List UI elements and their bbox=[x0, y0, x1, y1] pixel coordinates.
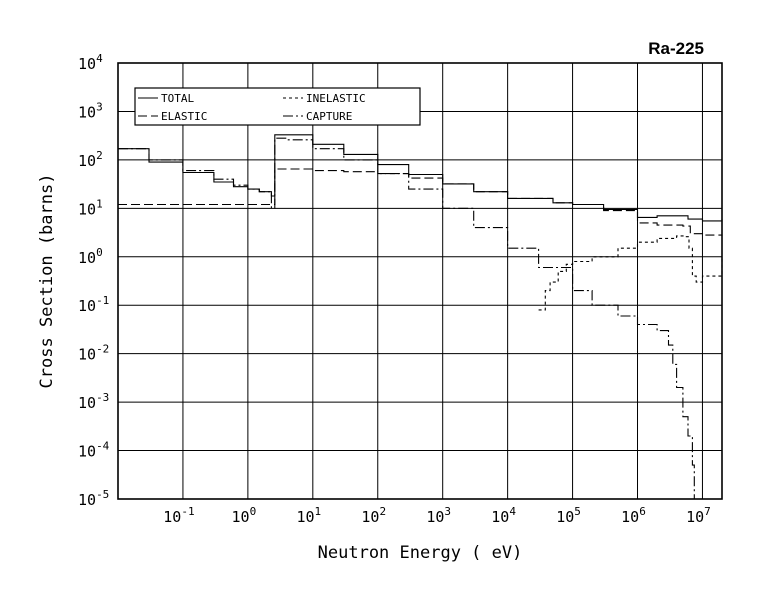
y-tick-label: 10-3 bbox=[78, 391, 109, 412]
series-line-total bbox=[118, 134, 723, 222]
y-tick-label: 102 bbox=[78, 149, 103, 170]
y-axis-label: Cross Section (barns) bbox=[37, 174, 57, 389]
legend-box bbox=[134, 87, 421, 126]
series-line-inelastic bbox=[538, 235, 723, 311]
y-tick-label: 101 bbox=[78, 197, 103, 218]
y-tick-label: 104 bbox=[78, 52, 103, 73]
grid bbox=[118, 62, 722, 500]
tick-labels: 10-1 100 101 102 103 104 105 106 107 10-5 10-4 10-3… bbox=[78, 52, 711, 526]
y-tick-label: 100 bbox=[78, 246, 103, 267]
y-tick-label: 10-4 bbox=[78, 440, 110, 461]
legend: TOTAL ELASTIC INELASTIC CAPTURE bbox=[134, 87, 421, 126]
x-tick-label: 103 bbox=[426, 505, 451, 526]
y-tick-label: 10-5 bbox=[78, 488, 109, 509]
x-tick-label: 102 bbox=[361, 505, 386, 526]
series-group bbox=[118, 134, 723, 499]
x-tick-label: 106 bbox=[621, 505, 646, 526]
series-line-capture bbox=[118, 137, 695, 499]
y-tick-label: 10-1 bbox=[78, 294, 109, 315]
legend-label-total: TOTAL bbox=[161, 92, 194, 105]
x-tick-label: 105 bbox=[556, 505, 581, 526]
x-tick-label: 100 bbox=[232, 505, 257, 526]
y-tick-label: 103 bbox=[78, 100, 103, 121]
x-tick-label: 107 bbox=[686, 505, 711, 526]
y-tick-label: 10-2 bbox=[78, 343, 109, 364]
x-tick-label: 101 bbox=[296, 505, 321, 526]
plot-frame bbox=[117, 62, 723, 500]
x-tick-label: 10-1 bbox=[163, 505, 194, 526]
x-axis-label: Neutron Energy ( eV) bbox=[318, 543, 523, 563]
legend-label-capture: CAPTURE bbox=[306, 110, 352, 123]
series-line-elastic bbox=[118, 168, 723, 236]
legend-label-inelastic: INELASTIC bbox=[306, 92, 366, 105]
x-tick-label: 104 bbox=[491, 505, 516, 526]
chart-title: Ra-225 bbox=[648, 39, 704, 58]
legend-label-elastic: ELASTIC bbox=[161, 110, 207, 123]
